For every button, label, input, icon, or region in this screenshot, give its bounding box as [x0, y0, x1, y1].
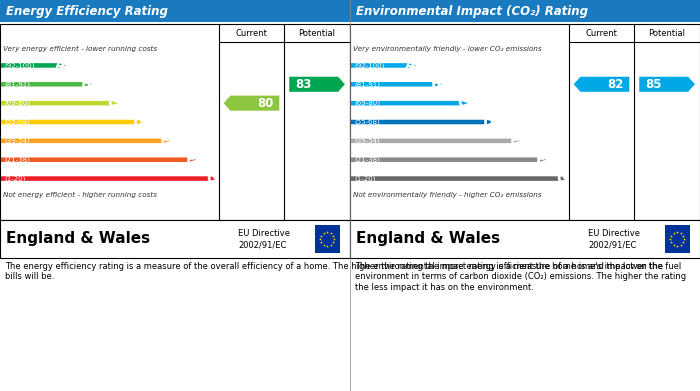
Polygon shape: [289, 77, 345, 92]
Polygon shape: [351, 158, 546, 162]
Bar: [0, 220, 350, 258]
Polygon shape: [351, 138, 520, 143]
Text: (1-20): (1-20): [4, 175, 25, 182]
Text: The energy efficiency rating is a measure of the overall efficiency of a home. T: The energy efficiency rating is a measur…: [5, 262, 681, 282]
Text: G: G: [556, 172, 568, 186]
Polygon shape: [1, 101, 118, 106]
Text: (55-68): (55-68): [354, 119, 379, 125]
Bar: [350, 0, 700, 22]
Polygon shape: [639, 77, 695, 92]
Polygon shape: [351, 82, 442, 86]
Text: Not energy efficient - higher running costs: Not energy efficient - higher running co…: [3, 192, 157, 198]
Polygon shape: [1, 176, 218, 181]
Polygon shape: [1, 63, 66, 68]
Bar: [350, 220, 700, 258]
Polygon shape: [351, 63, 416, 68]
Text: (92-100): (92-100): [354, 62, 384, 69]
Text: (69-80): (69-80): [4, 100, 30, 106]
Text: B: B: [431, 77, 442, 91]
Polygon shape: [351, 176, 568, 181]
Text: Environmental Impact (CO₂) Rating: Environmental Impact (CO₂) Rating: [356, 5, 588, 18]
Polygon shape: [1, 138, 170, 143]
Text: G: G: [206, 172, 218, 186]
Text: (81-91): (81-91): [354, 81, 380, 88]
Text: F: F: [186, 153, 195, 167]
Text: B: B: [81, 77, 92, 91]
Text: D: D: [483, 115, 494, 129]
Text: The environmental impact rating is a measure of a home's impact on the environme: The environmental impact rating is a mea…: [355, 262, 686, 292]
Text: Very energy efficient - lower running costs: Very energy efficient - lower running co…: [3, 46, 157, 52]
Bar: [315, 225, 340, 253]
Bar: [0, 22, 350, 24]
Bar: [350, 24, 700, 220]
Text: England & Wales: England & Wales: [356, 231, 500, 246]
Text: Energy Efficiency Rating: Energy Efficiency Rating: [6, 5, 168, 18]
Text: (39-54): (39-54): [4, 138, 29, 144]
Text: Potential: Potential: [649, 29, 685, 38]
Text: A: A: [55, 58, 66, 72]
Bar: [665, 225, 690, 253]
Text: (21-38): (21-38): [4, 156, 30, 163]
Polygon shape: [1, 120, 144, 124]
Text: D: D: [133, 115, 144, 129]
Text: EU Directive
2002/91/EC: EU Directive 2002/91/EC: [238, 229, 290, 249]
Text: Potential: Potential: [299, 29, 335, 38]
Polygon shape: [574, 77, 629, 92]
Text: C: C: [107, 96, 118, 110]
Polygon shape: [351, 101, 468, 106]
Polygon shape: [224, 96, 279, 111]
Text: E: E: [160, 134, 169, 148]
Text: 80: 80: [257, 97, 274, 109]
Bar: [0, 24, 350, 220]
Text: 85: 85: [645, 78, 662, 91]
Text: (1-20): (1-20): [354, 175, 375, 182]
Text: C: C: [457, 96, 468, 110]
Text: F: F: [536, 153, 545, 167]
Text: Current: Current: [235, 29, 267, 38]
Text: Current: Current: [585, 29, 617, 38]
Text: (69-80): (69-80): [354, 100, 380, 106]
Text: E: E: [510, 134, 519, 148]
Text: Not environmentally friendly - higher CO₂ emissions: Not environmentally friendly - higher CO…: [353, 192, 542, 198]
Bar: [350, 22, 700, 24]
Text: (92-100): (92-100): [4, 62, 34, 69]
Text: (55-68): (55-68): [4, 119, 29, 125]
Text: (39-54): (39-54): [354, 138, 379, 144]
Text: EU Directive
2002/91/EC: EU Directive 2002/91/EC: [588, 229, 640, 249]
Text: (21-38): (21-38): [354, 156, 380, 163]
Text: 83: 83: [295, 78, 312, 91]
Text: Very environmentally friendly - lower CO₂ emissions: Very environmentally friendly - lower CO…: [353, 46, 542, 52]
Bar: [0, 0, 350, 22]
Polygon shape: [1, 158, 196, 162]
Text: A: A: [405, 58, 416, 72]
Polygon shape: [1, 82, 92, 86]
Text: 82: 82: [607, 78, 624, 91]
Text: (81-91): (81-91): [4, 81, 30, 88]
Text: England & Wales: England & Wales: [6, 231, 150, 246]
Polygon shape: [351, 120, 494, 124]
